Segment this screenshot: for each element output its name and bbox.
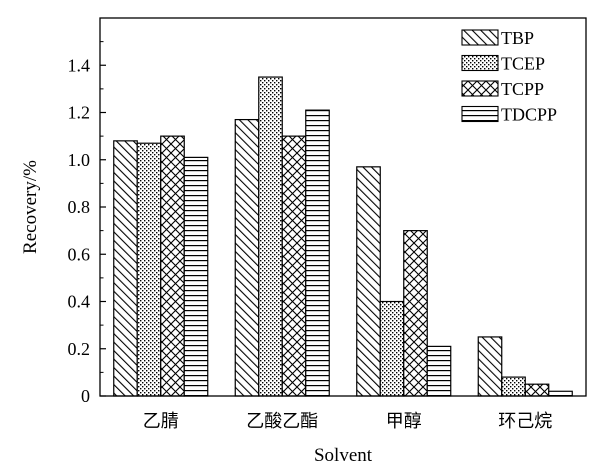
bar-tcep-2 (258, 76, 283, 397)
bar-tbp-4 (477, 336, 503, 397)
x-tick-label: 乙腈 (143, 411, 179, 431)
x-axis: 乙腈 乙酸乙酯 甲醇 环己烷 (143, 390, 552, 431)
bar-tcpp-2 (281, 135, 307, 397)
bar-tcep-1 (136, 142, 162, 397)
bar-tcpp-1 (160, 135, 185, 397)
legend-swatch-tcpp (461, 80, 499, 97)
bar-tcep-4 (501, 376, 526, 397)
y-tick-label: 0.4 (68, 292, 91, 312)
x-tick-label: 甲醇 (386, 411, 422, 431)
bar-tbp-3 (356, 166, 381, 397)
x-tick-label: 环己烷 (498, 411, 552, 431)
y-tick-label: 1.0 (68, 150, 91, 170)
x-tick-label: 乙酸乙酯 (246, 411, 318, 431)
legend-label-tcpp: TCPP (501, 79, 544, 99)
y-tick-label: 0.2 (68, 339, 91, 359)
x-axis-title: Solvent (314, 445, 373, 466)
y-tick-label: 0.6 (68, 244, 91, 264)
legend-label-tbp: TBP (501, 28, 534, 48)
bars-group (113, 76, 573, 397)
legend-label-tdcpp: TDCPP (501, 105, 557, 125)
bar-tcpp-4 (524, 383, 550, 397)
bar-tcpp-3 (403, 230, 428, 397)
legend-swatch-tcep (461, 54, 499, 72)
bar-tdcpp-4 (548, 390, 573, 397)
bar-tdcpp-1 (183, 156, 209, 397)
y-tick-label: 0 (81, 386, 90, 406)
y-axis-title: Recovery/% (20, 160, 41, 254)
bar-tdcpp-3 (426, 345, 452, 397)
bar-tbp-1 (113, 140, 138, 397)
legend: TBP TCEP TCPP TDCPP (461, 28, 557, 125)
legend-swatch-tdcpp (461, 105, 499, 123)
y-tick-label: 0.8 (68, 197, 91, 217)
legend-swatch-tbp (461, 29, 499, 46)
legend-label-tcep: TCEP (501, 54, 545, 74)
bar-tbp-2 (234, 118, 260, 397)
y-tick-label: 1.2 (68, 103, 91, 123)
bar-tdcpp-2 (305, 109, 330, 397)
y-tick-label: 1.4 (68, 55, 91, 75)
bar-tcep-3 (379, 300, 405, 397)
y-axis: 0 0.2 0.4 0.6 0.8 1.0 1.2 1.4 (68, 41, 106, 406)
